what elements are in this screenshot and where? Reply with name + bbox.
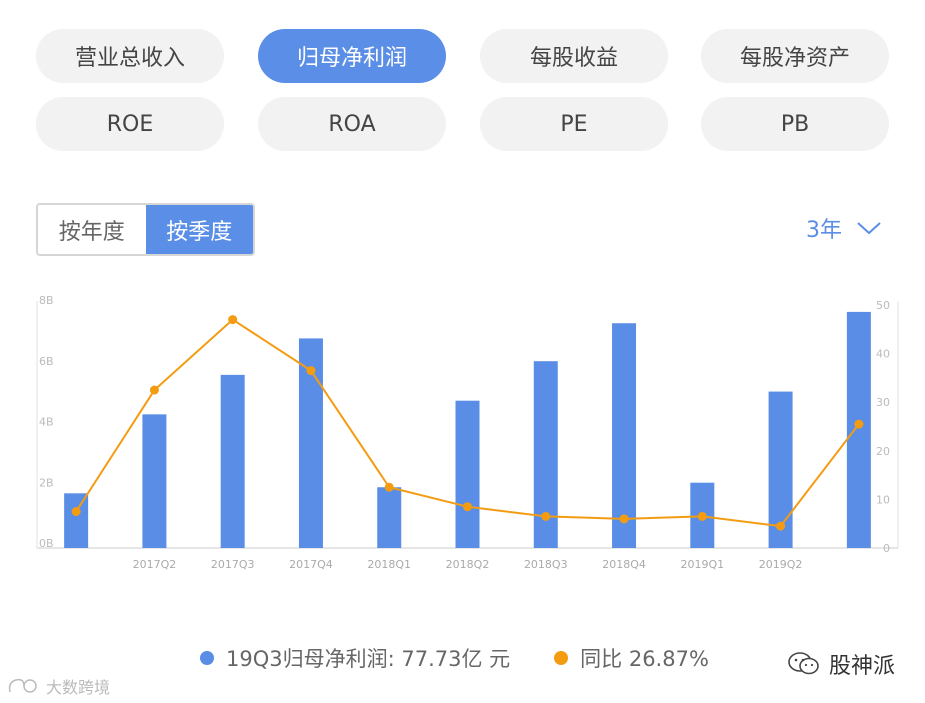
bar [846, 311, 871, 548]
y-left-tick-label: 4B [39, 416, 54, 429]
y-left-tick-label: 0B [39, 537, 54, 550]
y-right-tick-label: 20 [876, 445, 890, 458]
watermark-right: 股神派 [787, 648, 895, 680]
x-tick-label: 2018Q2 [446, 558, 490, 571]
yoy-point [854, 419, 864, 429]
legend-yoy-text: 同比 26.87% [580, 647, 709, 671]
x-tick-label: 2019Q1 [680, 558, 724, 571]
period-toggle: 按年度 按季度 [36, 203, 255, 256]
bar [142, 414, 167, 548]
legend-dot-blue [200, 651, 214, 665]
bar [220, 374, 245, 548]
tab-pb[interactable]: PB [701, 97, 889, 151]
yoy-point [619, 514, 629, 524]
tab-revenue[interactable]: 营业总收入 [36, 29, 224, 83]
yoy-point [776, 521, 786, 531]
profit-chart: 0B 2B 4B 6B 8B 0 10 20 30 40 50 2017Q2 2017Q3 2017Q4 2… [36, 294, 899, 571]
legend-profit-text: 19Q3归母净利润: 77.73亿 元 [226, 647, 511, 671]
annual-button[interactable]: 按年度 [38, 205, 146, 254]
yoy-point [463, 502, 472, 512]
yoy-point [697, 511, 707, 521]
metric-tabs: 营业总收入 归母净利润 每股收益 每股净资产 ROE ROA PE PB [36, 29, 889, 151]
watermark-left: 大数跨境 [6, 674, 110, 698]
x-tick-label: 2018Q1 [367, 558, 411, 571]
tab-net-profit[interactable]: 归母净利润 [258, 29, 446, 83]
x-tick-label: 2017Q2 [133, 558, 177, 571]
bar [64, 493, 89, 548]
y-left-tick-label: 8B [39, 294, 54, 307]
legend-dot-orange [554, 651, 569, 665]
legend-yoy[interactable]: 同比 26.87% [554, 643, 709, 673]
quarterly-button[interactable]: 按季度 [145, 205, 253, 254]
tab-roa[interactable]: ROA [258, 97, 446, 151]
yoy-point [71, 507, 81, 517]
watermark-right-text: 股神派 [828, 654, 895, 679]
chevron-down-icon [857, 222, 881, 235]
y-left-tick-label: 6B [39, 355, 54, 368]
x-tick-label: 2017Q4 [289, 558, 333, 571]
y-right-tick-label: 10 [876, 493, 890, 506]
range-select[interactable]: 3年 [806, 208, 882, 248]
bar [455, 400, 480, 548]
brand-logo-icon [8, 678, 37, 693]
yoy-point [306, 366, 316, 376]
x-tick-label: 2019Q2 [759, 558, 803, 571]
bar [377, 487, 402, 548]
tab-bvps[interactable]: 每股净资产 [701, 29, 889, 83]
wechat-icon [788, 652, 819, 675]
tab-roe[interactable]: ROE [36, 97, 224, 151]
yoy-point [149, 385, 159, 395]
x-tick-label: 2018Q4 [602, 558, 646, 571]
y-left-tick-label: 2B [39, 476, 54, 489]
y-right-tick-label: 50 [876, 299, 890, 312]
watermark-left-text: 大数跨境 [46, 678, 111, 697]
tab-eps[interactable]: 每股收益 [480, 29, 668, 83]
y-right-tick-label: 0 [883, 542, 890, 555]
range-value: 3年 [806, 218, 842, 243]
yoy-point [384, 482, 394, 492]
x-tick-label: 2017Q3 [211, 558, 255, 571]
tab-pe[interactable]: PE [480, 97, 668, 151]
legend-profit[interactable]: 19Q3归母净利润: 77.73亿 元 [200, 643, 510, 673]
yoy-point [541, 511, 551, 521]
x-tick-label: 2018Q3 [524, 558, 568, 571]
y-right-tick-label: 40 [876, 348, 890, 361]
bar [612, 323, 637, 548]
yoy-point [228, 315, 238, 325]
y-right-tick-label: 30 [876, 396, 890, 409]
chart-legend: 19Q3归母净利润: 77.73亿 元 同比 26.87% [200, 640, 753, 676]
